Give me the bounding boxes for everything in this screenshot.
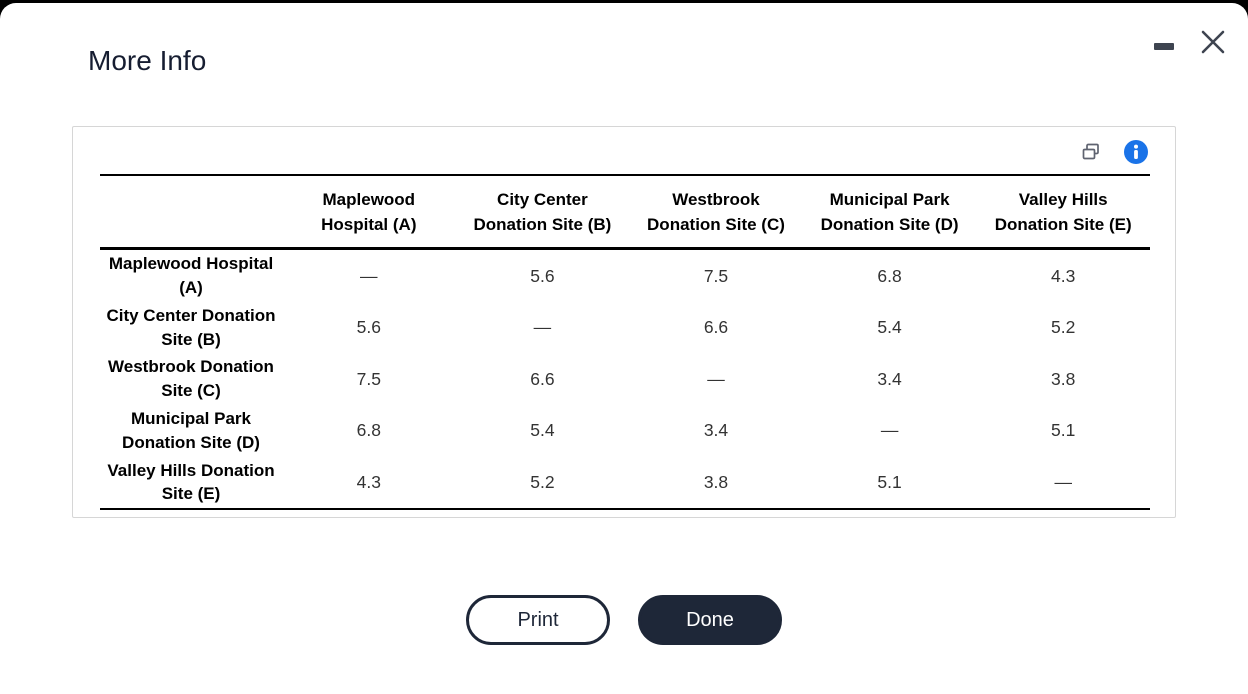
table-cell: 3.8	[1051, 368, 1076, 389]
row-header: Maplewood Hospital (A)	[108, 254, 274, 298]
table-row: City Center Donation Site (B) 5.6 — 6.6 5.4 5…	[100, 302, 1150, 354]
card-toolbar	[1081, 139, 1149, 165]
column-header: City Center Donation Site (B)	[473, 190, 612, 234]
table-cell: 5.6	[356, 317, 381, 338]
table-header-row: Maplewood Hospital (A) City Center Donati…	[100, 175, 1150, 249]
minimize-button[interactable]	[1150, 31, 1178, 54]
table-row: Municipal Park Donation Site (D) 6.8 5.4 3.…	[100, 405, 1150, 457]
close-icon	[1201, 30, 1225, 54]
table-cell: 6.6	[703, 317, 729, 338]
table-cell: 3.4	[877, 368, 902, 389]
copy-icon	[1082, 143, 1099, 160]
window-controls	[1150, 25, 1230, 59]
table-card: Maplewood Hospital (A) City Center Donati…	[72, 126, 1176, 518]
table-cell: 5.6	[530, 265, 555, 286]
table-row: Valley Hills Donation Site (E) 4.3 5.2 3.8 5…	[100, 457, 1150, 510]
row-header: City Center Donation Site (B)	[106, 305, 276, 349]
info-button[interactable]	[1123, 139, 1149, 165]
done-button[interactable]: Done	[638, 595, 782, 645]
table-cell: —	[533, 317, 552, 338]
table-cell: 5.1	[1051, 420, 1076, 441]
close-button[interactable]	[1196, 25, 1230, 59]
row-header: Valley Hills Donation Site (E)	[107, 460, 275, 504]
more-info-dialog: More Info	[0, 3, 1248, 694]
table-cell: 6.8	[356, 420, 381, 441]
row-header: Municipal Park Donation Site (D)	[122, 409, 260, 452]
minimize-icon	[1154, 42, 1174, 50]
table-body: Maplewood Hospital (A) — 5.6 7.5 6.8 4.3 City …	[100, 249, 1150, 510]
table-cell: 6.8	[877, 265, 902, 286]
column-header: Maplewood Hospital (A)	[321, 190, 417, 234]
distance-matrix-table: Maplewood Hospital (A) City Center Donati…	[100, 174, 1150, 510]
copy-button[interactable]	[1081, 142, 1101, 162]
column-header: Westbrook Donation Site (C)	[647, 190, 785, 234]
table-row: Maplewood Hospital (A) — 5.6 7.5 6.8 4.3	[100, 249, 1150, 302]
table-cell: —	[1054, 471, 1072, 492]
column-header: Municipal Park Donation Site (D)	[820, 190, 959, 234]
table-cell: 4.3	[356, 471, 381, 492]
table-cell: 5.2	[530, 471, 555, 492]
distance-table-wrap: Maplewood Hospital (A) City Center Donati…	[100, 174, 1150, 510]
table-cell: —	[880, 420, 899, 441]
table-cell: 7.5	[703, 265, 729, 286]
info-icon	[1124, 140, 1148, 164]
table-cell: 6.6	[530, 368, 555, 389]
table-cell: 3.4	[703, 420, 729, 441]
table-corner-cell	[100, 175, 282, 249]
table-cell: —	[707, 368, 725, 389]
table-cell: 5.4	[877, 317, 902, 338]
dialog-title: More Info	[88, 45, 207, 76]
table-cell: 3.8	[703, 471, 729, 492]
table-cell: —	[360, 265, 378, 286]
row-header: Westbrook Donation Site (C)	[108, 357, 274, 401]
table-cell: 5.1	[877, 471, 902, 492]
table-cell: 5.4	[530, 420, 555, 441]
column-header: Valley Hills Donation Site (E)	[994, 190, 1132, 234]
footer-buttons: Print Done	[0, 595, 1248, 645]
print-button[interactable]: Print	[466, 595, 610, 645]
table-cell: 7.5	[356, 368, 381, 389]
table-row: Westbrook Donation Site (C) 7.5 6.6 — 3.4 3.8	[100, 353, 1150, 405]
table-cell: 5.2	[1051, 317, 1076, 338]
table-cell: 4.3	[1051, 265, 1076, 286]
